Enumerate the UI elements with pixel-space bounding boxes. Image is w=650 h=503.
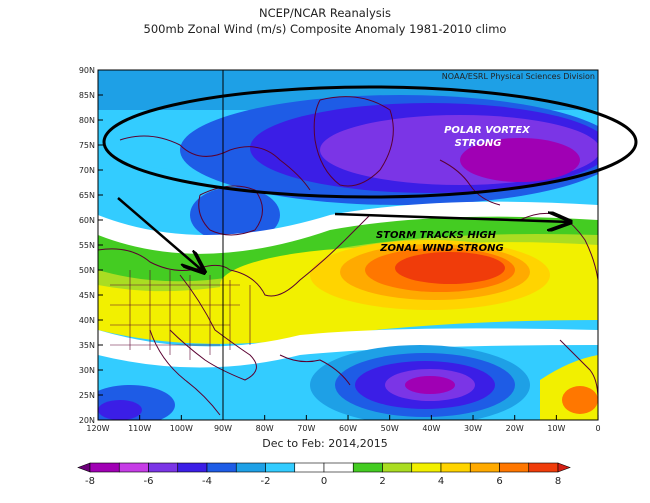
date-range: Dec to Feb: 2014,2015 — [262, 437, 388, 450]
colorbar-segment — [206, 462, 237, 473]
colorbar-segment — [411, 462, 442, 473]
colorbar-segment — [148, 462, 179, 473]
lon-tick-label: 10W — [547, 424, 565, 433]
colorbar-max-arrow — [557, 462, 571, 473]
lat-tick-label: 35N — [79, 341, 95, 350]
lat-tick-label: 70N — [79, 166, 95, 175]
colorbar-tick-label: 6 — [496, 476, 502, 487]
lat-tick-label: 40N — [79, 316, 95, 325]
lon-tick-label: 0 — [595, 424, 600, 433]
lat-tick-label: 55N — [79, 241, 95, 250]
lat-tick-label: 90N — [79, 66, 95, 75]
lat-tick-label: 75N — [79, 141, 95, 150]
lat-tick-label: 25N — [79, 391, 95, 400]
colorbar-segment — [323, 462, 354, 473]
colorbar-tick-label: 2 — [379, 476, 385, 487]
lon-tick-label: 110W — [128, 424, 151, 433]
colorbar-segment — [118, 462, 149, 473]
coastlines — [98, 96, 598, 416]
lon-tick-label: 20W — [506, 424, 524, 433]
chart-subtitle: 500mb Zonal Wind (m/s) Composite Anomaly… — [143, 22, 507, 36]
colorbar-tick-label: -6 — [144, 476, 154, 487]
longitude-axis: 120W 110W 100W 90W 80W 70W 60W 50W 40W 30W 20W 10W 0 — [86, 415, 601, 433]
lon-tick-label: 120W — [86, 424, 109, 433]
lon-tick-label: 70W — [297, 424, 315, 433]
colorbar-segment — [177, 462, 208, 473]
lon-tick-label: 90W — [214, 424, 232, 433]
lat-tick-label: 60N — [79, 216, 95, 225]
colorbar-segment — [528, 462, 559, 473]
colorbar-segment — [469, 462, 500, 473]
lon-tick-label: 80W — [256, 424, 274, 433]
latitude-axis: 90N 85N 80N 75N 70N 65N 60N 55N 50N 45N 40N 35N 30N 2… — [79, 66, 103, 425]
storm-tracks-label-line1: STORM TRACKS HIGH — [376, 230, 497, 241]
colorbar-segment — [382, 462, 413, 473]
lon-tick-label: 50W — [381, 424, 399, 433]
lat-tick-label: 50N — [79, 266, 95, 275]
chart-title: NCEP/NCAR Reanalysis — [259, 6, 391, 20]
colorbar-segment — [440, 462, 471, 473]
colorbar-tick-label: -2 — [261, 476, 271, 487]
polar-vortex-label-line2: STRONG — [455, 138, 502, 149]
colorbar-segment — [235, 462, 266, 473]
credit-label: NOAA/ESRL Physical Sciences Division — [442, 72, 595, 81]
polar-vortex-ellipse — [102, 85, 638, 199]
lon-tick-label: 30W — [464, 424, 482, 433]
lon-tick-label: 100W — [170, 424, 193, 433]
lon-tick-label: 60W — [339, 424, 357, 433]
colorbar-segment — [89, 462, 120, 473]
lat-tick-label: 65N — [79, 191, 95, 200]
lat-tick-label: 30N — [79, 366, 95, 375]
colorbar-tick-label: 8 — [555, 476, 561, 487]
polar-vortex-label-line1: POLAR VORTEX — [444, 125, 531, 136]
storm-track-arrow-east — [334, 214, 570, 222]
lat-tick-label: 85N — [79, 91, 95, 100]
colorbar-segment — [265, 462, 296, 473]
storm-tracks-label-line2: ZONAL WIND STRONG — [379, 243, 503, 254]
lat-tick-label: 20N — [79, 416, 95, 425]
colorbar-tick-label: 0 — [321, 476, 327, 487]
colorbar-tick-label: -4 — [202, 476, 212, 487]
colorbar-segment — [499, 462, 530, 473]
colorbar-segment — [294, 462, 325, 473]
storm-track-arrow-west — [117, 197, 204, 272]
lat-tick-label: 45N — [79, 291, 95, 300]
colorbar-segment — [352, 462, 383, 473]
colorbar-tick-label: -8 — [85, 476, 95, 487]
colorbar-min-arrow — [77, 462, 91, 473]
contour-field — [98, 70, 598, 420]
lat-tick-label: 80N — [79, 116, 95, 125]
state-borders — [110, 270, 251, 360]
colorbar-tick-label: 4 — [438, 476, 444, 487]
lon-tick-label: 40W — [422, 424, 440, 433]
colorbar: -8 -6 -4 -2 0 2 4 6 8 — [77, 462, 571, 487]
